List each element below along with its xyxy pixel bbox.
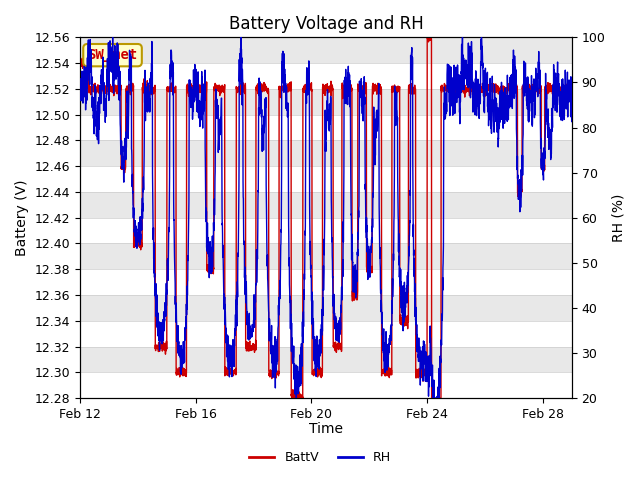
Bar xyxy=(80,269,572,295)
Y-axis label: RH (%): RH (%) xyxy=(611,193,625,242)
Y-axis label: Battery (V): Battery (V) xyxy=(15,180,29,256)
Bar xyxy=(80,115,572,141)
Bar xyxy=(80,347,572,372)
Legend: BattV, RH: BattV, RH xyxy=(244,446,396,469)
Bar xyxy=(80,192,572,218)
Bar xyxy=(80,63,572,89)
Bar xyxy=(80,295,572,321)
Bar xyxy=(80,166,572,192)
Bar xyxy=(80,89,572,115)
Text: SW_met: SW_met xyxy=(88,48,138,62)
Bar xyxy=(80,372,572,398)
Bar xyxy=(80,243,572,269)
Bar xyxy=(80,37,572,63)
Title: Battery Voltage and RH: Battery Voltage and RH xyxy=(228,15,423,33)
Bar xyxy=(80,321,572,347)
Bar xyxy=(80,218,572,243)
Bar xyxy=(80,141,572,166)
X-axis label: Time: Time xyxy=(309,422,343,436)
